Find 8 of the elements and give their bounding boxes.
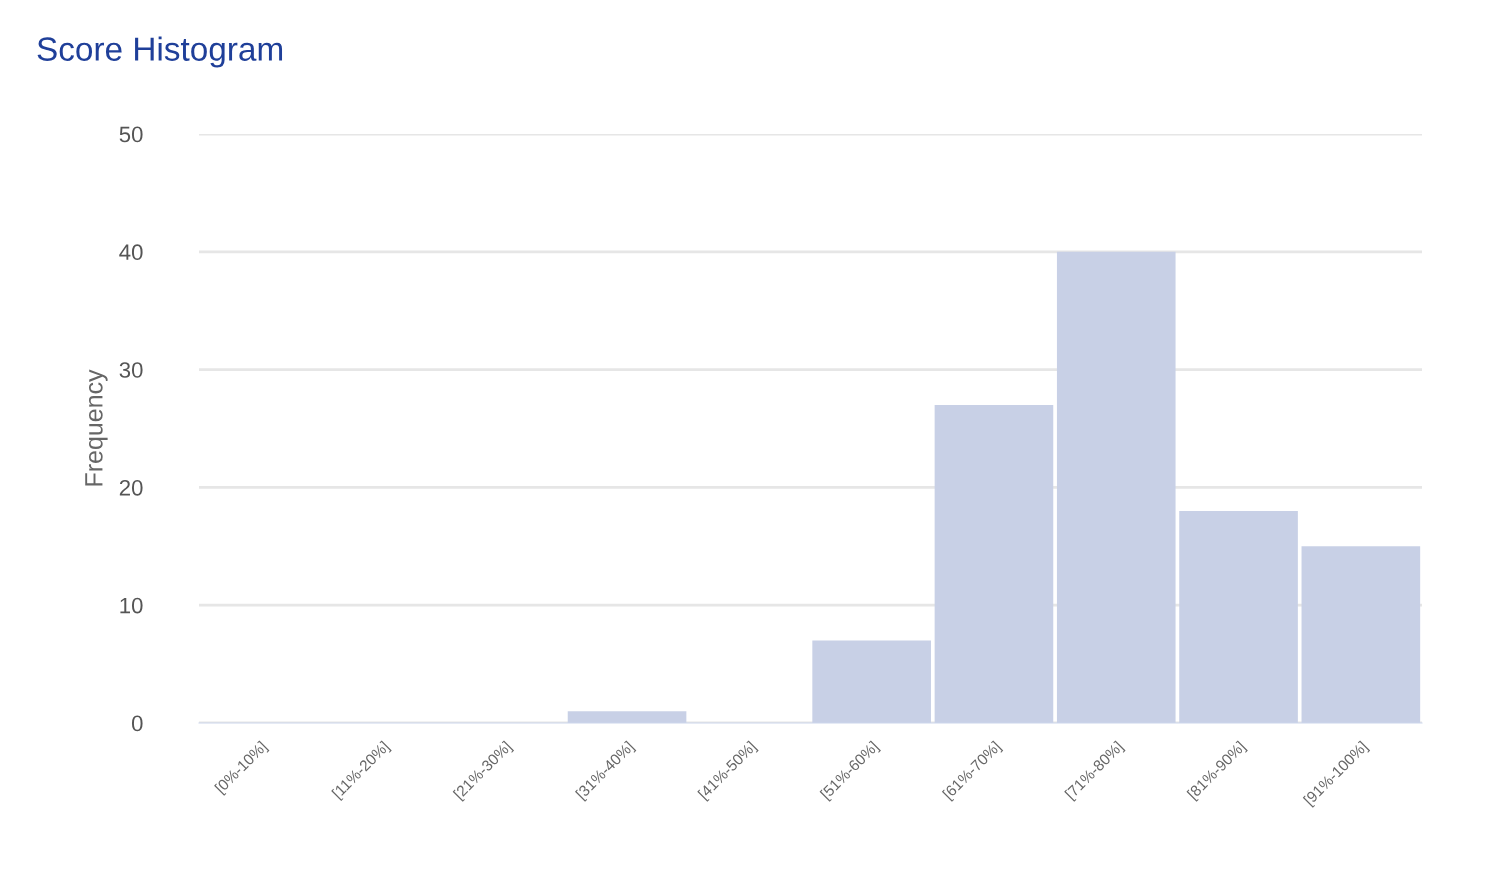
y-tick-label: 20	[119, 479, 143, 496]
y-tick-label: 10	[120, 597, 143, 614]
y-tick-label: 50	[119, 126, 143, 143]
y-tick-label: 30	[119, 362, 143, 378]
y-axis-title: Frequency	[85, 369, 108, 486]
y-tick-label: 40	[119, 244, 143, 261]
y-tick-label: 0	[131, 715, 143, 732]
chart-title: Score Histogram	[37, 36, 283, 68]
